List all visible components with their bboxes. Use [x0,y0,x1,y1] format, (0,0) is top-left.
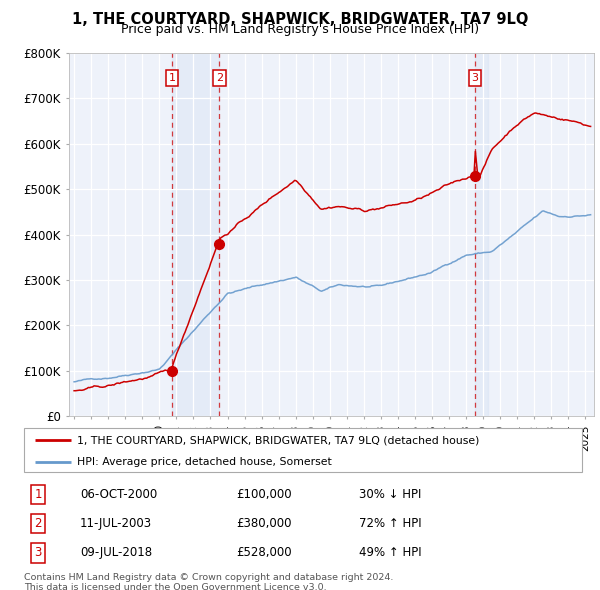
Text: 2: 2 [216,73,223,83]
Text: Contains HM Land Registry data © Crown copyright and database right 2024.: Contains HM Land Registry data © Crown c… [24,573,394,582]
Text: This data is licensed under the Open Government Licence v3.0.: This data is licensed under the Open Gov… [24,583,326,590]
Text: 2: 2 [34,517,42,530]
Text: 1: 1 [169,73,176,83]
Text: 3: 3 [472,73,479,83]
Text: HPI: Average price, detached house, Somerset: HPI: Average price, detached house, Some… [77,457,332,467]
Text: 3: 3 [34,546,41,559]
Text: £100,000: £100,000 [236,488,292,501]
Text: Price paid vs. HM Land Registry's House Price Index (HPI): Price paid vs. HM Land Registry's House … [121,23,479,36]
Text: £528,000: £528,000 [236,546,292,559]
Text: 30% ↓ HPI: 30% ↓ HPI [359,488,421,501]
Text: 09-JUL-2018: 09-JUL-2018 [80,546,152,559]
Text: 11-JUL-2003: 11-JUL-2003 [80,517,152,530]
Text: 1, THE COURTYARD, SHAPWICK, BRIDGWATER, TA7 9LQ (detached house): 1, THE COURTYARD, SHAPWICK, BRIDGWATER, … [77,435,479,445]
Text: 1, THE COURTYARD, SHAPWICK, BRIDGWATER, TA7 9LQ: 1, THE COURTYARD, SHAPWICK, BRIDGWATER, … [72,12,528,27]
Text: 1: 1 [34,488,42,501]
Text: 49% ↑ HPI: 49% ↑ HPI [359,546,421,559]
Text: 06-OCT-2000: 06-OCT-2000 [80,488,157,501]
Text: 72% ↑ HPI: 72% ↑ HPI [359,517,421,530]
Bar [172,53,220,416]
Text: £380,000: £380,000 [236,517,292,530]
Bar [475,53,488,416]
FancyBboxPatch shape [24,428,582,472]
